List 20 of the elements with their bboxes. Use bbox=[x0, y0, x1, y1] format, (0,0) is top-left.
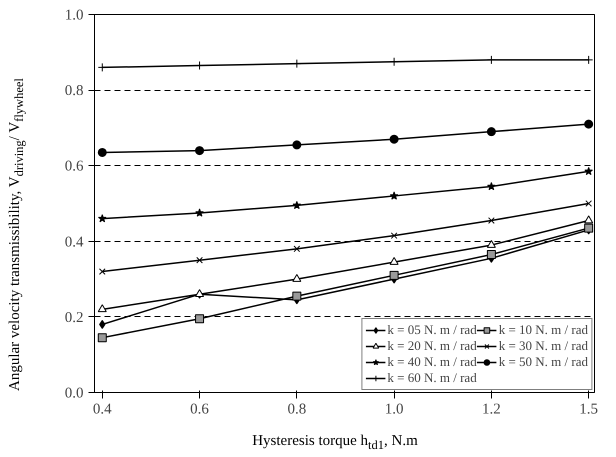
y-tick-label: 1.0 bbox=[64, 8, 84, 24]
legend-label: k = 50 N. m / rad bbox=[498, 354, 588, 370]
legend-label: k = 20 N. m / rad bbox=[387, 338, 477, 354]
legend-label: k = 40 N. m / rad bbox=[387, 354, 477, 370]
y-tick-label: 0.6 bbox=[64, 158, 84, 175]
x-tick-label: 0.6 bbox=[190, 402, 210, 418]
legend-label: k = 60 N. m / rad bbox=[387, 370, 477, 386]
x-tick-label: 0.8 bbox=[287, 402, 306, 418]
legend-label: k = 30 N. m / rad bbox=[498, 338, 588, 354]
x-tick-label: 0.4 bbox=[92, 402, 112, 418]
x-tick-label: 1.2 bbox=[482, 402, 501, 418]
y-tick-label: 0.8 bbox=[64, 83, 84, 100]
y-tick-label: 0.4 bbox=[64, 234, 84, 250]
x-tick-label: 1.5 bbox=[579, 402, 598, 418]
x-tick-label: 1.0 bbox=[384, 402, 404, 418]
legend-label: k = 05 N. m / rad bbox=[387, 322, 477, 338]
x-axis-title: Hysteresis torque h$_{td1}$, N.m bbox=[252, 432, 418, 454]
legend-label: k = 10 N. m / rad bbox=[498, 322, 588, 338]
y-tick-label: 0.0 bbox=[64, 386, 84, 402]
y-tick-label: 0.2 bbox=[64, 310, 84, 326]
